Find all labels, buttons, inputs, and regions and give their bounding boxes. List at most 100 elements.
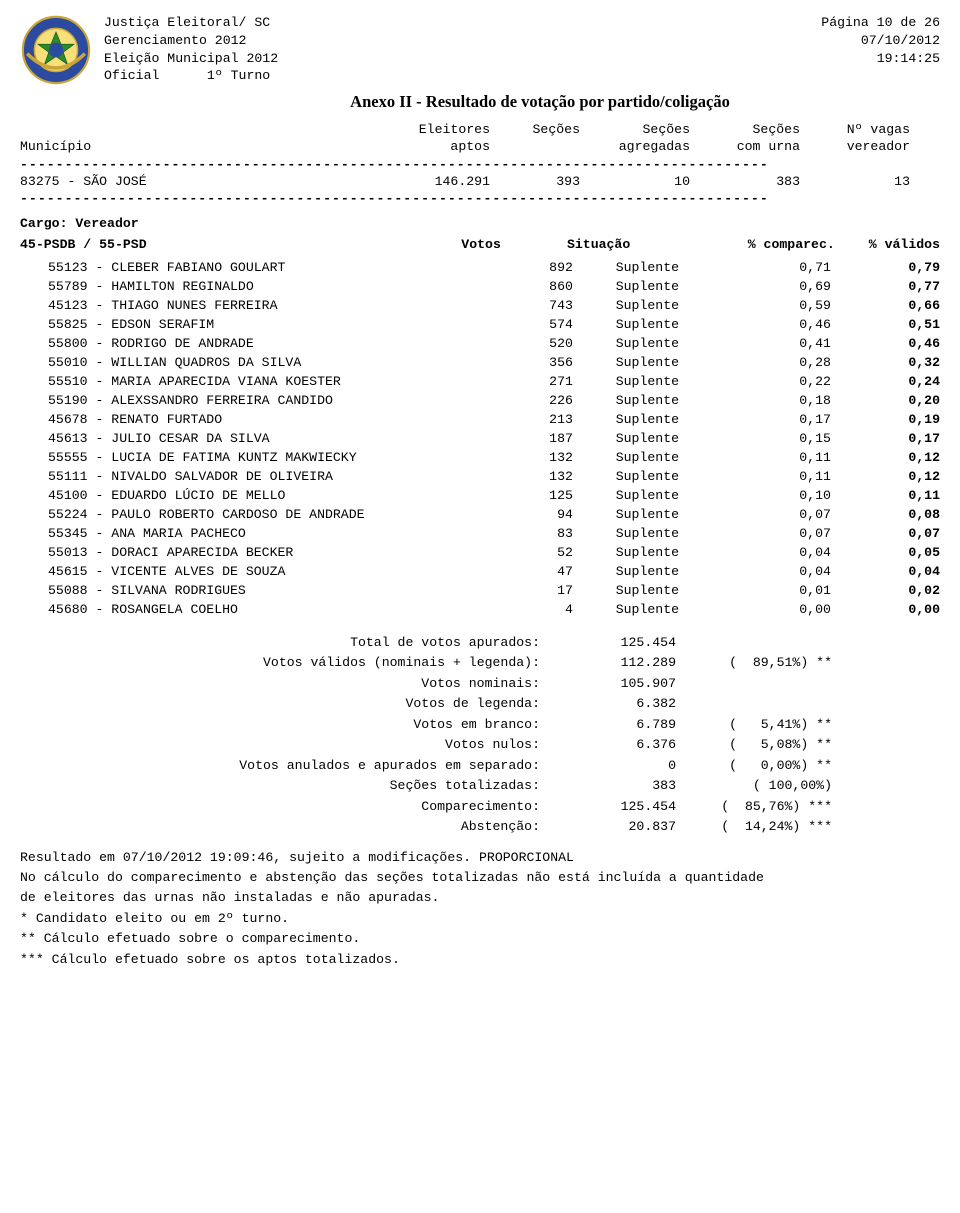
cand-validos: 0,04 xyxy=(831,562,940,581)
muni-urna: 383 xyxy=(690,174,800,189)
cand-situacao: Suplente xyxy=(573,429,722,448)
table-row: 55010 - WILLIAN QUADROS DA SILVA356Suple… xyxy=(20,353,940,372)
cand-situacao: Suplente xyxy=(573,391,722,410)
totals-row: Seções totalizadas:383( 100,00%) xyxy=(20,776,940,796)
table-row: 55190 - ALEXSSANDRO FERREIRA CANDIDO226S… xyxy=(20,391,940,410)
total-pct: ( 85,76%) *** xyxy=(676,797,832,817)
cand-name: 55789 - HAMILTON REGINALDO xyxy=(20,277,464,296)
cand-comparec: 0,69 xyxy=(722,277,831,296)
cand-situacao: Suplente xyxy=(573,524,722,543)
cand-name: 55555 - LUCIA DE FATIMA KUNTZ MAKWIECKY xyxy=(20,448,464,467)
total-label: Comparecimento: xyxy=(20,797,546,817)
municipio-label: Município xyxy=(20,139,370,156)
total-label: Votos de legenda: xyxy=(20,694,546,714)
table-row: 55088 - SILVANA RODRIGUES17Suplente0,010… xyxy=(20,581,940,600)
cand-situacao: Suplente xyxy=(573,562,722,581)
total-value: 0 xyxy=(546,756,676,776)
cand-comparec: 0,00 xyxy=(722,600,831,619)
col-secoes-urna: Seções xyxy=(690,122,800,139)
cand-validos: 0,19 xyxy=(831,410,940,429)
cand-votes: 47 xyxy=(464,562,573,581)
header-right: Página 10 de 26 07/10/2012 19:14:25 xyxy=(821,14,940,67)
totals-row: Votos nominais:105.907 xyxy=(20,674,940,694)
cand-comparec: 0,46 xyxy=(722,315,831,334)
cand-votes: 520 xyxy=(464,334,573,353)
table-row: 55555 - LUCIA DE FATIMA KUNTZ MAKWIECKY1… xyxy=(20,448,940,467)
table-row: 45100 - EDUARDO LÚCIO DE MELLO125Suplent… xyxy=(20,486,940,505)
cand-votes: 860 xyxy=(464,277,573,296)
total-pct: ( 89,51%) ** xyxy=(676,653,832,673)
party-header: 45-PSDB / 55-PSD Votos Situação % compar… xyxy=(20,237,940,252)
col-comparec: % comparec. xyxy=(710,237,834,252)
footer-notes: Resultado em 07/10/2012 19:09:46, sujeit… xyxy=(20,848,940,971)
footer-l5: ** Cálculo efetuado sobre o comparecimen… xyxy=(20,929,940,949)
cand-validos: 0,66 xyxy=(831,296,940,315)
cand-validos: 0,05 xyxy=(831,543,940,562)
table-row: 55123 - CLEBER FABIANO GOULART892Suplent… xyxy=(20,258,940,277)
cand-validos: 0,20 xyxy=(831,391,940,410)
footer-l1: Resultado em 07/10/2012 19:09:46, sujeit… xyxy=(20,848,940,868)
total-label: Votos anulados e apurados em separado: xyxy=(20,756,546,776)
col-nvagas-2: vereador xyxy=(800,139,910,156)
table-row: 45615 - VICENTE ALVES DE SOUZA47Suplente… xyxy=(20,562,940,581)
footer-l2: No cálculo do comparecimento e abstenção… xyxy=(20,868,940,888)
totals-row: Votos nulos:6.376( 5,08%) ** xyxy=(20,735,940,755)
report-date: 07/10/2012 xyxy=(821,32,940,50)
totals-row: Abstenção:20.837( 14,24%) *** xyxy=(20,817,940,837)
cand-validos: 0,07 xyxy=(831,524,940,543)
cand-validos: 0,77 xyxy=(831,277,940,296)
table-row: 55345 - ANA MARIA PACHECO83Suplente0,070… xyxy=(20,524,940,543)
totals-block: Total de votos apurados:125.454Votos vál… xyxy=(20,633,940,838)
cand-validos: 0,51 xyxy=(831,315,940,334)
col-nvagas: Nº vagas xyxy=(800,122,910,139)
cand-comparec: 0,11 xyxy=(722,467,831,486)
total-value: 383 xyxy=(546,776,676,796)
totals-row: Comparecimento:125.454( 85,76%) *** xyxy=(20,797,940,817)
municipality-row: 83275 - SÃO JOSÉ 146.291 393 10 383 13 xyxy=(20,174,940,189)
cand-name: 55224 - PAULO ROBERTO CARDOSO DE ANDRADE xyxy=(20,505,464,524)
totals-row: Votos de legenda:6.382 xyxy=(20,694,940,714)
cand-situacao: Suplente xyxy=(573,505,722,524)
totals-row: Votos válidos (nominais + legenda):112.2… xyxy=(20,653,940,673)
cand-validos: 0,17 xyxy=(831,429,940,448)
total-label: Votos válidos (nominais + legenda): xyxy=(20,653,546,673)
cand-comparec: 0,22 xyxy=(722,372,831,391)
cand-comparec: 0,59 xyxy=(722,296,831,315)
cand-votes: 356 xyxy=(464,353,573,372)
divider: ----------------------------------------… xyxy=(20,191,940,206)
org-line-1: Justiça Eleitoral/ SC xyxy=(104,14,821,32)
cand-validos: 0,08 xyxy=(831,505,940,524)
cand-validos: 0,79 xyxy=(831,258,940,277)
page-number: Página 10 de 26 xyxy=(821,14,940,32)
cand-name: 55345 - ANA MARIA PACHECO xyxy=(20,524,464,543)
oficial-label: Oficial xyxy=(104,68,159,83)
cand-name: 45613 - JULIO CESAR DA SILVA xyxy=(20,429,464,448)
table-row: 55800 - RODRIGO DE ANDRADE520Suplente0,4… xyxy=(20,334,940,353)
total-value: 6.382 xyxy=(546,694,676,714)
cand-situacao: Suplente xyxy=(573,581,722,600)
header-left: Justiça Eleitoral/ SC Gerenciamento 2012… xyxy=(104,14,821,85)
cand-validos: 0,02 xyxy=(831,581,940,600)
cargo-label: Cargo: Vereador xyxy=(20,216,940,231)
total-value: 6.789 xyxy=(546,715,676,735)
cand-comparec: 0,07 xyxy=(722,505,831,524)
cand-situacao: Suplente xyxy=(573,334,722,353)
table-row: 45678 - RENATO FURTADO213Suplente0,170,1… xyxy=(20,410,940,429)
cand-votes: 125 xyxy=(464,486,573,505)
seal-icon xyxy=(20,14,92,86)
col-situacao: Situação xyxy=(557,237,710,252)
cand-votes: 213 xyxy=(464,410,573,429)
cand-name: 55088 - SILVANA RODRIGUES xyxy=(20,581,464,600)
cand-name: 45123 - THIAGO NUNES FERREIRA xyxy=(20,296,464,315)
total-value: 112.289 xyxy=(546,653,676,673)
cand-votes: 743 xyxy=(464,296,573,315)
cand-situacao: Suplente xyxy=(573,543,722,562)
total-value: 6.376 xyxy=(546,735,676,755)
cand-situacao: Suplente xyxy=(573,372,722,391)
cand-situacao: Suplente xyxy=(573,448,722,467)
table-row: 45123 - THIAGO NUNES FERREIRA743Suplente… xyxy=(20,296,940,315)
col-secoes-ag: Seções xyxy=(580,122,690,139)
cand-name: 45100 - EDUARDO LÚCIO DE MELLO xyxy=(20,486,464,505)
org-line-3: Eleição Municipal 2012 xyxy=(104,50,821,68)
table-row: 55224 - PAULO ROBERTO CARDOSO DE ANDRADE… xyxy=(20,505,940,524)
